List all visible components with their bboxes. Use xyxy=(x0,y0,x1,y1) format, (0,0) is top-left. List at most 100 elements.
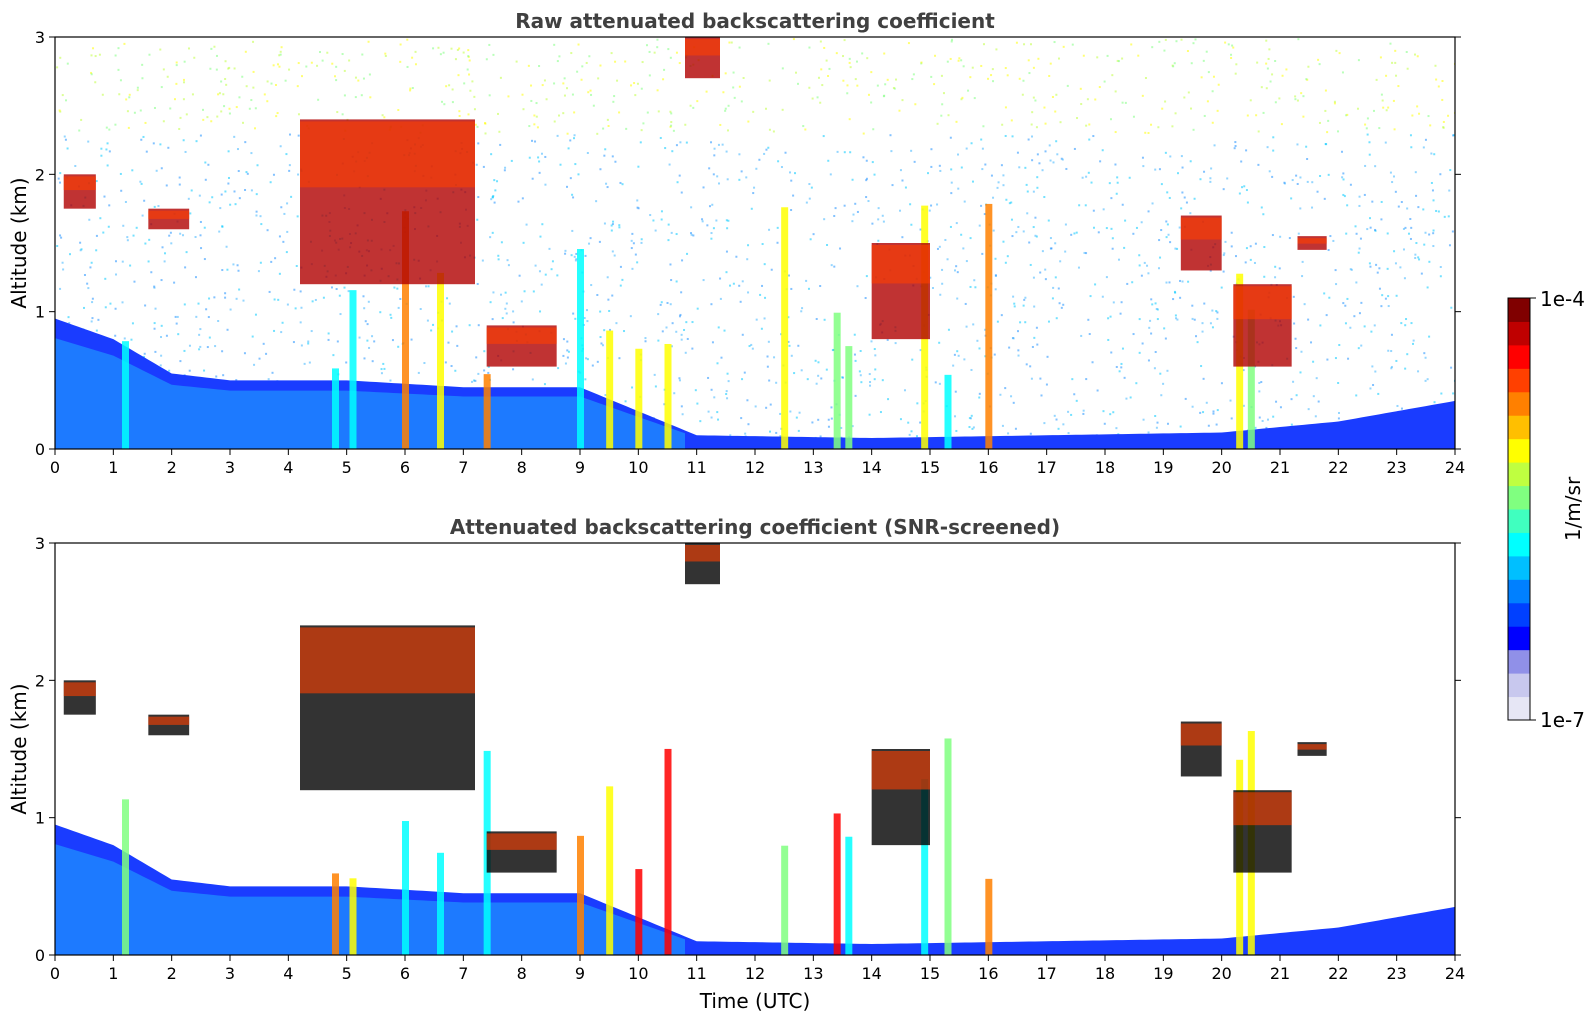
noise-pixel xyxy=(653,373,656,376)
noise-pixel xyxy=(1423,352,1426,355)
noise-pixel xyxy=(881,214,884,217)
noise-pixel xyxy=(1126,282,1129,285)
noise-pixel xyxy=(1096,389,1099,392)
noise-pixel xyxy=(1296,182,1299,185)
noise-pixel xyxy=(1138,264,1141,267)
noise-pixel xyxy=(57,177,60,180)
noise-pixel xyxy=(753,186,756,189)
noise-pixel xyxy=(244,188,247,191)
noise-pixel xyxy=(106,142,109,145)
noise-pixel xyxy=(1378,127,1381,130)
noise-pixel xyxy=(675,51,678,54)
noise-pixel xyxy=(566,87,569,90)
noise-pixel xyxy=(1337,381,1340,384)
noise-pixel xyxy=(499,143,502,146)
noise-pixel xyxy=(199,328,202,331)
noise-pixel xyxy=(528,125,531,128)
noise-pixel xyxy=(98,53,101,56)
x-tick-label: 15 xyxy=(920,964,940,983)
noise-pixel xyxy=(790,179,793,182)
noise-pixel xyxy=(938,341,941,344)
noise-pixel xyxy=(566,349,569,352)
noise-pixel xyxy=(928,209,931,212)
noise-pixel xyxy=(368,346,371,349)
noise-pixel xyxy=(901,236,904,239)
noise-pixel xyxy=(327,332,330,335)
noise-pixel xyxy=(1195,335,1198,338)
noise-pixel xyxy=(744,432,747,435)
noise-pixel xyxy=(297,173,300,176)
noise-pixel xyxy=(1230,56,1233,59)
noise-pixel xyxy=(1011,235,1014,238)
noise-pixel xyxy=(817,361,820,364)
noise-pixel xyxy=(610,224,613,227)
noise-pixel xyxy=(1220,382,1223,385)
noise-pixel xyxy=(423,362,426,365)
noise-pixel xyxy=(865,179,868,182)
noise-pixel xyxy=(827,74,830,77)
noise-pixel xyxy=(474,379,477,382)
noise-pixel xyxy=(1083,251,1086,254)
x-tick-label: 11 xyxy=(686,458,706,477)
noise-pixel xyxy=(1279,406,1282,409)
noise-pixel xyxy=(584,378,587,381)
noise-pixel xyxy=(822,135,825,138)
noise-pixel xyxy=(1191,304,1194,307)
noise-pixel xyxy=(706,224,709,227)
noise-pixel xyxy=(978,347,981,350)
noise-pixel xyxy=(368,73,371,76)
noise-pixel xyxy=(443,103,446,106)
noise-pixel xyxy=(603,329,606,332)
noise-pixel xyxy=(686,252,689,255)
noise-pixel xyxy=(660,210,663,213)
noise-pixel xyxy=(657,339,660,342)
noise-pixel xyxy=(1109,413,1112,416)
noise-pixel xyxy=(198,194,201,197)
noise-pixel xyxy=(411,87,414,90)
noise-pixel xyxy=(577,173,580,176)
noise-pixel xyxy=(1230,417,1233,420)
noise-pixel xyxy=(1092,226,1095,229)
noise-pixel xyxy=(1394,262,1397,265)
noise-pixel xyxy=(646,111,649,114)
noise-pixel xyxy=(1180,38,1183,41)
noise-pixel xyxy=(1316,190,1319,193)
noise-pixel xyxy=(1258,416,1261,419)
noise-pixel xyxy=(1017,349,1020,352)
noise-pixel xyxy=(1184,397,1187,400)
noise-pixel xyxy=(285,251,288,254)
noise-pixel xyxy=(608,309,611,312)
noise-pixel xyxy=(1338,52,1341,55)
noise-pixel xyxy=(152,142,155,145)
noise-pixel xyxy=(1222,254,1225,257)
cloud-edge xyxy=(1297,744,1327,750)
noise-pixel xyxy=(1111,74,1114,77)
noise-pixel xyxy=(87,287,90,290)
noise-pixel xyxy=(1278,267,1281,270)
noise-pixel xyxy=(860,381,863,384)
noise-pixel xyxy=(680,191,683,194)
noise-pixel xyxy=(506,259,509,262)
y-tick-label: 3 xyxy=(35,28,45,47)
noise-pixel xyxy=(1191,317,1194,320)
noise-pixel xyxy=(67,316,70,319)
noise-pixel xyxy=(1043,106,1046,109)
noise-pixel xyxy=(268,290,271,293)
noise-pixel xyxy=(1296,99,1299,102)
noise-pixel xyxy=(1295,174,1298,177)
noise-pixel xyxy=(747,244,750,247)
noise-pixel xyxy=(648,50,651,53)
noise-pixel xyxy=(338,294,341,297)
noise-pixel xyxy=(1014,427,1017,430)
noise-pixel xyxy=(1066,84,1069,87)
noise-pixel xyxy=(901,99,904,102)
noise-pixel xyxy=(214,345,217,348)
noise-pixel xyxy=(1192,42,1195,45)
noise-pixel xyxy=(1360,301,1363,304)
noise-pixel xyxy=(1258,381,1261,384)
noise-pixel xyxy=(1211,90,1214,93)
noise-pixel xyxy=(250,189,253,192)
noise-pixel xyxy=(1203,302,1206,305)
cloud-edge xyxy=(148,210,190,219)
noise-pixel xyxy=(684,123,687,126)
